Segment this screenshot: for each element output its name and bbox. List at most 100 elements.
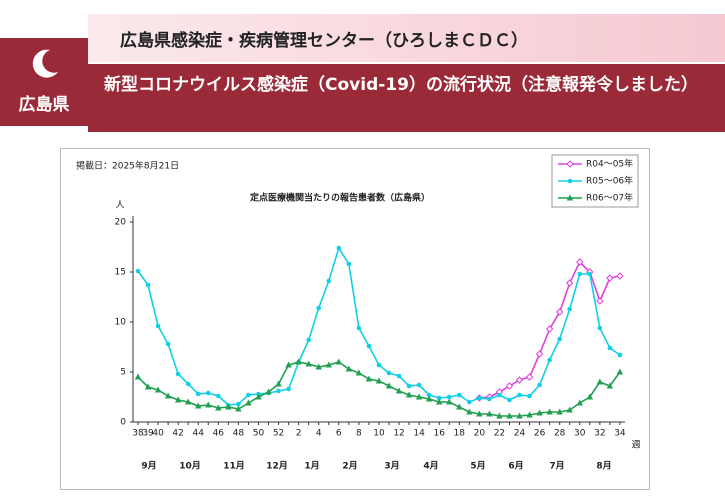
marker xyxy=(306,337,311,343)
x-tick-label: 32 xyxy=(594,429,605,439)
marker xyxy=(536,409,543,416)
marker xyxy=(597,325,603,331)
marker xyxy=(316,305,322,311)
x-tick-label: 20 xyxy=(474,429,486,439)
marker xyxy=(596,297,604,305)
marker xyxy=(236,401,241,407)
marker xyxy=(505,382,514,390)
marker xyxy=(535,350,544,358)
marker xyxy=(606,274,614,282)
title-band: 新型コロナウイルス感染症（Covid-19）の流行状況（注意報発令しました） xyxy=(88,64,725,132)
marker xyxy=(275,380,282,387)
x-tick-label: 42 xyxy=(172,429,183,439)
marker xyxy=(596,378,604,385)
month-label: 5月 xyxy=(470,461,485,472)
marker xyxy=(285,361,292,368)
month-label: 9月 xyxy=(141,461,156,472)
marker xyxy=(365,375,373,382)
logo[interactable]: 広島県 xyxy=(0,38,88,126)
marker xyxy=(345,365,353,372)
marker xyxy=(506,412,513,419)
marker xyxy=(616,272,624,280)
marker xyxy=(566,279,574,287)
page-title: 新型コロナウイルス感染症（Covid-19）の流行状況（注意報発令しました） xyxy=(104,75,698,95)
y-tick-label: 15 xyxy=(115,268,126,278)
marker xyxy=(527,393,532,399)
marker xyxy=(546,408,553,415)
marker xyxy=(507,397,512,403)
series-line xyxy=(137,361,621,417)
x-axis-label: 週 xyxy=(631,440,640,451)
month-label: 12月 xyxy=(266,461,288,472)
marker xyxy=(205,401,212,408)
x-tick-label: 39 xyxy=(142,429,154,439)
marker xyxy=(356,325,362,331)
marker xyxy=(446,398,453,405)
y-axis-label: 人 xyxy=(115,200,124,211)
marker xyxy=(555,308,564,316)
y-tick-label: 10 xyxy=(115,318,127,328)
marker xyxy=(467,399,472,405)
banner: 広島県感染症・疾病管理センター（ひろしまＣＤＣ） xyxy=(88,14,725,62)
x-tick-label: 28 xyxy=(554,429,566,439)
marker xyxy=(134,373,142,380)
y-tick-label: 0 xyxy=(120,418,126,428)
marker xyxy=(405,391,413,398)
marker xyxy=(366,343,372,349)
legend-label: R05～06年 xyxy=(586,175,633,187)
x-tick-label: 52 xyxy=(273,429,284,439)
marker xyxy=(246,392,251,398)
month-label: 6月 xyxy=(508,461,523,472)
marker xyxy=(606,382,614,389)
marker xyxy=(436,395,442,401)
marker xyxy=(346,261,352,267)
marker xyxy=(426,392,432,398)
marker xyxy=(556,408,563,415)
marker xyxy=(547,357,552,363)
x-tick-label: 18 xyxy=(454,429,466,439)
x-tick-label: 48 xyxy=(233,429,245,439)
marker xyxy=(477,395,482,401)
x-tick-label: 26 xyxy=(534,429,546,439)
marker xyxy=(386,370,392,376)
month-label: 7月 xyxy=(549,461,564,472)
org-name: 広島県感染症・疾病管理センター（ひろしまＣＤＣ） xyxy=(120,31,528,51)
marker xyxy=(406,383,412,389)
marker xyxy=(155,323,161,329)
marker xyxy=(185,398,192,405)
prefecture: 広島県 xyxy=(18,95,70,115)
marker xyxy=(295,358,302,365)
marker xyxy=(205,390,211,396)
marker xyxy=(607,345,613,351)
marker xyxy=(164,392,172,399)
legend-label: R06～07年 xyxy=(586,192,633,204)
marker xyxy=(586,393,593,400)
marker xyxy=(276,388,281,394)
x-tick-label: 2 xyxy=(296,429,302,439)
y-tick-label: 5 xyxy=(120,368,126,378)
marker xyxy=(305,360,312,367)
marker xyxy=(336,245,342,251)
marker xyxy=(557,336,562,342)
marker xyxy=(515,376,524,384)
marker xyxy=(496,412,503,419)
x-tick-label: 10 xyxy=(373,429,385,439)
legend-label: R04～05年 xyxy=(586,158,633,170)
marker xyxy=(195,402,202,409)
marker xyxy=(545,325,554,333)
month-label: 11月 xyxy=(223,461,245,472)
marker xyxy=(517,392,522,398)
x-tick-label: 8 xyxy=(356,429,362,439)
month-label: 1月 xyxy=(304,461,319,472)
marker xyxy=(286,386,291,392)
chart-title: 定点医療機関当たりの報告患者数（広島県） xyxy=(249,192,430,204)
marker xyxy=(526,411,533,418)
month-label: 8月 xyxy=(596,461,611,472)
x-tick-label: 14 xyxy=(413,429,425,439)
marker xyxy=(315,363,322,370)
marker xyxy=(487,396,492,402)
marker xyxy=(587,271,593,277)
marker xyxy=(216,393,221,399)
marker xyxy=(235,405,242,412)
marker xyxy=(486,410,493,417)
